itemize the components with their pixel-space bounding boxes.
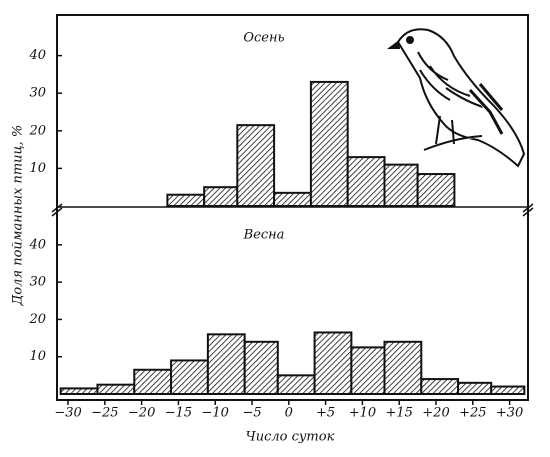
bar xyxy=(206,333,246,396)
x-tick-label: 0 xyxy=(285,406,293,421)
x-tick-label: −10 xyxy=(202,406,229,421)
x-tick-label: −20 xyxy=(128,406,155,421)
y-tick-label: 10 xyxy=(29,349,46,364)
bar xyxy=(420,378,460,396)
x-tick-label: +15 xyxy=(385,406,412,421)
bar xyxy=(273,191,312,207)
bar xyxy=(350,346,386,395)
y-tick-label: 40 xyxy=(28,48,46,63)
y-tick-label: 20 xyxy=(28,312,46,327)
bar xyxy=(133,368,173,395)
y-tick-label: 30 xyxy=(29,86,46,101)
bar xyxy=(96,383,136,396)
bar xyxy=(309,80,349,207)
bar xyxy=(203,186,239,207)
bar xyxy=(383,340,423,395)
x-tick-label: +25 xyxy=(459,406,486,421)
bar xyxy=(490,385,526,395)
y-tick-label: 40 xyxy=(28,237,46,252)
bar xyxy=(170,359,209,395)
panel-title: Осень xyxy=(243,31,284,46)
x-axis-label: Число суток xyxy=(246,430,335,445)
bar xyxy=(416,173,456,207)
bird-illustration xyxy=(387,28,526,168)
bar xyxy=(243,340,279,395)
x-tick-label: +10 xyxy=(349,406,376,421)
y-tick-label: 20 xyxy=(28,123,46,138)
y-axis-label: Доля пойманных птиц, % xyxy=(11,125,26,306)
bar xyxy=(383,163,419,207)
panel-title: Весна xyxy=(243,228,285,243)
bar xyxy=(166,193,206,208)
x-tick-label: −30 xyxy=(54,406,81,421)
y-tick-label: 10 xyxy=(29,161,46,176)
y-tick-label: 30 xyxy=(29,275,46,290)
bar xyxy=(346,156,386,207)
x-tick-label: −5 xyxy=(242,406,261,421)
bar xyxy=(59,387,99,395)
axis-break xyxy=(51,203,534,217)
x-tick-label: +30 xyxy=(496,406,523,421)
bar xyxy=(276,374,316,395)
x-tick-label: −15 xyxy=(165,406,192,421)
bar xyxy=(313,331,353,395)
x-tick-label: −25 xyxy=(91,406,118,421)
bar xyxy=(236,124,276,207)
x-tick-label: +20 xyxy=(422,406,449,421)
x-tick-label: +5 xyxy=(316,406,335,421)
bar xyxy=(457,381,493,395)
